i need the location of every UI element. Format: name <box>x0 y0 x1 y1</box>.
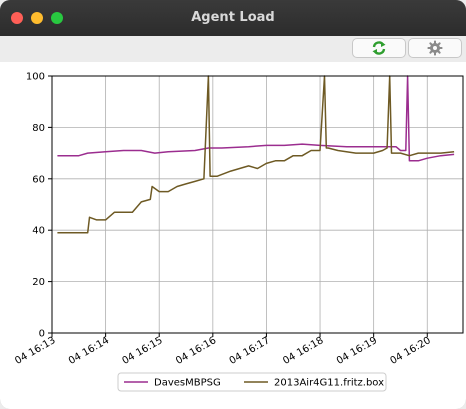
x-tick-label: 04 16:13 <box>13 335 57 367</box>
minimize-window-button[interactable] <box>31 12 43 24</box>
title-bar: Agent Load <box>0 0 466 36</box>
settings-button[interactable] <box>408 38 462 58</box>
x-tick-label: 04 16:14 <box>67 335 111 367</box>
series-line-1 <box>57 75 455 234</box>
series-lines <box>57 75 455 234</box>
grid <box>51 75 463 334</box>
axes-frame <box>51 75 464 334</box>
toolbar <box>0 36 466 62</box>
x-tick-label: 04 16:16 <box>174 335 218 367</box>
x-tick-label: 04 16:17 <box>228 335 272 367</box>
y-tick-label: 20 <box>32 277 45 288</box>
y-axis-ticks: 0 20 40 60 80 100 <box>26 72 52 340</box>
series-line-0 <box>57 75 455 162</box>
gear-icon <box>427 40 443 56</box>
y-tick-label: 80 <box>32 123 45 134</box>
refresh-button[interactable] <box>352 38 406 58</box>
legend: DavesMBPSG 2013Air4G11.fritz.box <box>117 372 387 392</box>
y-tick-label: 0 <box>39 329 45 340</box>
refresh-icon <box>372 41 386 55</box>
x-tick-label: 04 16:18 <box>281 335 325 367</box>
window-title: Agent Load <box>191 10 275 25</box>
plot-area: 0 20 40 60 80 100 04 16:13 04 16:14 04 16:15 04 … <box>0 62 466 409</box>
y-tick-label: 100 <box>26 72 45 83</box>
y-tick-label: 60 <box>32 174 45 185</box>
y-tick-label: 40 <box>32 226 45 237</box>
legend-entry: DavesMBPSG <box>154 378 221 389</box>
zoom-window-button[interactable] <box>51 12 63 24</box>
close-window-button[interactable] <box>11 12 23 24</box>
x-tick-label: 04 16:15 <box>120 335 164 367</box>
x-axis-ticks: 04 16:13 04 16:14 04 16:15 04 16:16 04 16:17… <box>13 333 433 367</box>
x-tick-label: 04 16:19 <box>335 335 379 367</box>
legend-entry: 2013Air4G11.fritz.box <box>274 378 384 389</box>
x-tick-label: 04 16:20 <box>389 335 433 367</box>
